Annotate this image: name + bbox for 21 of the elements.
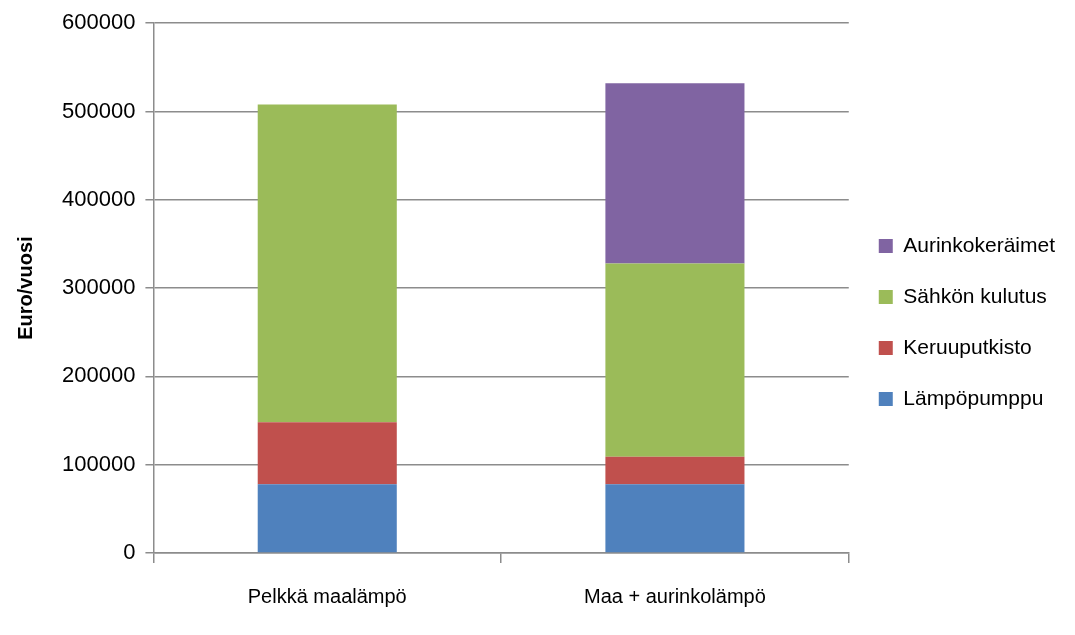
bar (605, 456, 745, 485)
y-tick-label: 500000 (61, 97, 136, 123)
y-axis-title: Euro/vuosi (13, 236, 36, 340)
y-tick-label: 400000 (61, 185, 136, 211)
y-tick-label: 100000 (61, 450, 136, 476)
legend-label: Sähkön kulutus (903, 283, 1047, 307)
bar (257, 422, 397, 485)
y-tick-label: 600000 (61, 9, 136, 35)
x-tick-label: Maa + aurinkolämpö (584, 584, 766, 607)
bar (257, 104, 397, 423)
y-tick-label: 200000 (61, 362, 136, 388)
x-tick-label: Pelkkä maalämpö (247, 584, 407, 607)
bar (605, 263, 745, 457)
legend-label: Lämpöpumppu (903, 385, 1044, 409)
y-tick-label: 300000 (61, 274, 136, 300)
y-tick-label: 0 (123, 539, 136, 565)
legend-label: Aurinkokeräimet (903, 232, 1056, 256)
bar (605, 83, 745, 264)
legend-label: Keruuputkisto (903, 334, 1032, 358)
bar (605, 484, 745, 553)
bar (257, 484, 397, 553)
